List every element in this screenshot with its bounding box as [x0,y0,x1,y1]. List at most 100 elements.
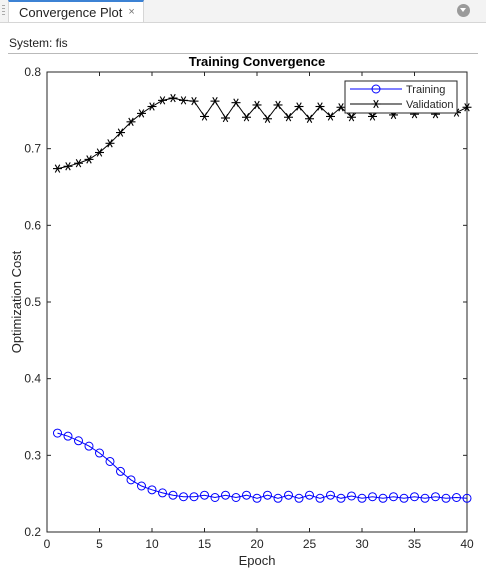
data-point-training [105,456,115,466]
data-point-training [294,493,304,503]
data-point-training [242,490,251,500]
data-point-training [389,492,398,502]
data-point-training [399,493,409,503]
legend: Training Validation [344,80,458,114]
x-tick-label: 20 [250,537,264,551]
y-tick-label: 0.2 [24,525,41,539]
data-point-training [200,490,209,500]
y-tick-label: 0.4 [24,372,41,386]
document-tab-bar: Convergence Plot × [0,0,486,23]
data-point-training [126,475,136,485]
data-point-training [53,428,62,438]
data-point-validation [221,113,230,123]
data-point-validation [294,102,304,111]
x-tick-label: 30 [355,537,369,551]
data-point-training [431,492,440,502]
x-tick-label: 10 [145,537,159,551]
data-point-validation [126,117,136,127]
data-point-training [462,493,472,503]
divider [8,53,478,54]
data-point-validation [53,164,62,173]
data-point-training [336,493,346,503]
data-point-validation [158,96,167,105]
series-training [53,428,472,503]
data-point-validation [315,102,325,111]
data-point-validation [336,103,346,112]
data-point-validation [252,100,262,110]
data-point-training [210,493,220,502]
data-point-training [305,490,314,500]
data-point-validation [200,112,209,121]
data-point-validation [116,128,125,137]
data-point-training [378,493,388,503]
data-point-validation [95,148,104,157]
legend-box [344,80,458,114]
data-point-validation [284,113,293,122]
legend-training-marker [371,84,381,94]
data-point-training [179,492,188,502]
data-point-training [284,490,293,500]
data-point-validation [273,100,283,110]
y-tick-label: 0.6 [24,218,41,232]
data-point-validation [137,109,146,118]
data-point-training [74,436,83,446]
data-point-training [315,493,325,503]
y-tick-label: 0.5 [24,295,41,309]
data-point-validation [147,102,157,111]
data-point-training [63,431,73,441]
data-point-validation [74,159,83,168]
data-point-validation [305,114,314,123]
data-point-training [326,490,335,500]
data-point-validation [105,139,115,148]
data-point-training [168,490,178,500]
x-tick-label: 25 [303,537,317,551]
x-tick-label: 5 [96,537,103,551]
data-point-training [231,493,241,502]
legend-validation-marker [371,99,381,109]
data-point-training [147,485,157,495]
data-point-validation [368,112,377,121]
data-point-training [410,492,419,502]
data-point-training [263,490,272,500]
data-point-validation [63,162,73,171]
data-point-training [137,481,146,491]
system-label: System: fis [9,36,68,50]
legend-validation-label: Validation [406,99,454,111]
data-point-validation [326,112,335,121]
data-point-validation [168,93,178,103]
series-line-training [57,432,468,499]
data-point-training [252,493,262,503]
data-point-training [347,491,356,501]
legend-training-label: Training [406,84,445,96]
data-point-training [441,493,451,503]
data-point-training [420,493,430,503]
data-point-training [357,493,367,503]
data-point-training [452,493,461,502]
data-point-training [116,466,125,476]
data-point-training [95,448,104,458]
data-point-training [273,493,283,503]
plot-area [46,71,468,533]
y-axis-label: Optimization Cost [9,250,24,353]
data-point-training [189,492,199,502]
data-point-validation [84,155,94,164]
data-point-training [368,492,377,502]
data-point-validation [347,113,356,122]
close-icon[interactable]: × [128,6,135,18]
chart-title: Training Convergence [189,54,326,69]
data-point-validation [462,103,472,112]
y-tick-label: 0.7 [24,142,41,156]
data-point-validation [210,96,220,106]
panel-menu-icon[interactable] [457,4,470,17]
data-point-training [84,441,94,451]
tab-title: Convergence Plot [19,4,123,20]
data-point-validation [242,113,251,122]
x-tick-label: 15 [198,537,212,551]
x-tick-label: 0 [44,537,51,551]
tab-convergence-plot[interactable]: Convergence Plot × [8,0,144,22]
drag-grip-icon[interactable] [2,5,5,17]
y-tick-label: 0.8 [24,65,41,79]
data-point-validation [263,114,272,123]
x-tick-label: 40 [460,537,474,551]
x-tick-label: 35 [408,537,422,551]
